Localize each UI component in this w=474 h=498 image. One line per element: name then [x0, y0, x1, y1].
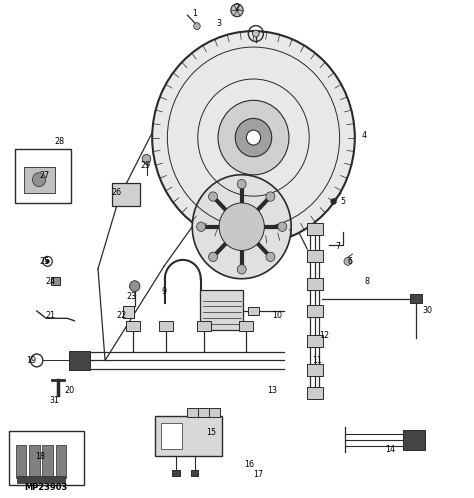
Circle shape — [331, 199, 337, 205]
FancyBboxPatch shape — [402, 430, 425, 450]
FancyBboxPatch shape — [191, 471, 198, 476]
Text: 10: 10 — [272, 311, 282, 320]
Text: 14: 14 — [385, 445, 395, 454]
FancyBboxPatch shape — [248, 307, 259, 315]
Text: 19: 19 — [26, 356, 36, 365]
Text: 29: 29 — [140, 161, 150, 170]
Circle shape — [209, 252, 218, 261]
Circle shape — [197, 222, 206, 232]
Text: 23: 23 — [126, 291, 136, 301]
Circle shape — [194, 23, 200, 29]
Text: 21: 21 — [46, 311, 56, 320]
Text: 18: 18 — [36, 452, 46, 461]
Text: 5: 5 — [340, 197, 346, 207]
FancyBboxPatch shape — [410, 293, 422, 303]
FancyBboxPatch shape — [307, 305, 323, 317]
Circle shape — [237, 264, 246, 274]
Circle shape — [266, 192, 275, 201]
Circle shape — [237, 179, 246, 189]
Text: 20: 20 — [64, 385, 75, 394]
Text: 24: 24 — [46, 277, 56, 286]
Circle shape — [278, 222, 287, 232]
Circle shape — [246, 130, 261, 145]
FancyBboxPatch shape — [69, 351, 90, 371]
FancyBboxPatch shape — [126, 321, 140, 331]
FancyBboxPatch shape — [16, 445, 27, 478]
Text: 11: 11 — [312, 356, 322, 365]
FancyBboxPatch shape — [307, 278, 323, 290]
Text: 9: 9 — [162, 286, 166, 296]
FancyBboxPatch shape — [307, 365, 323, 376]
FancyBboxPatch shape — [155, 416, 222, 456]
Text: MP23903: MP23903 — [25, 483, 68, 492]
Text: 28: 28 — [55, 136, 64, 145]
Circle shape — [209, 192, 218, 201]
Text: 16: 16 — [244, 460, 254, 469]
FancyBboxPatch shape — [172, 471, 180, 476]
Text: 1: 1 — [192, 9, 197, 18]
Text: 2: 2 — [235, 3, 239, 12]
FancyBboxPatch shape — [18, 476, 65, 483]
Circle shape — [142, 154, 151, 163]
Circle shape — [253, 30, 259, 37]
FancyBboxPatch shape — [24, 167, 55, 193]
Text: 3: 3 — [217, 19, 221, 28]
FancyBboxPatch shape — [112, 183, 140, 206]
Text: 31: 31 — [50, 395, 60, 404]
Circle shape — [344, 257, 352, 265]
FancyBboxPatch shape — [123, 306, 134, 318]
Circle shape — [192, 175, 291, 279]
FancyBboxPatch shape — [29, 445, 39, 478]
FancyBboxPatch shape — [209, 408, 220, 417]
Text: 26: 26 — [112, 188, 122, 197]
FancyBboxPatch shape — [159, 321, 173, 331]
Circle shape — [218, 100, 289, 175]
Text: 25: 25 — [40, 257, 50, 266]
FancyBboxPatch shape — [161, 423, 182, 449]
Text: 13: 13 — [267, 385, 277, 394]
FancyBboxPatch shape — [239, 321, 254, 331]
FancyBboxPatch shape — [197, 321, 211, 331]
FancyBboxPatch shape — [307, 223, 323, 235]
Text: 4: 4 — [362, 130, 367, 139]
FancyBboxPatch shape — [198, 408, 210, 417]
Text: 17: 17 — [253, 470, 263, 479]
Text: 12: 12 — [319, 331, 329, 340]
Text: 30: 30 — [423, 306, 433, 315]
FancyBboxPatch shape — [42, 445, 53, 478]
FancyBboxPatch shape — [307, 335, 323, 347]
Circle shape — [152, 31, 355, 244]
FancyBboxPatch shape — [307, 386, 323, 398]
FancyBboxPatch shape — [9, 431, 84, 485]
Text: 27: 27 — [40, 171, 50, 180]
Circle shape — [219, 203, 264, 250]
FancyBboxPatch shape — [15, 149, 71, 203]
Circle shape — [33, 173, 46, 187]
Circle shape — [235, 119, 272, 157]
FancyBboxPatch shape — [51, 277, 60, 285]
Text: 6: 6 — [347, 257, 353, 266]
Circle shape — [46, 259, 49, 263]
Text: 7: 7 — [336, 242, 341, 251]
FancyBboxPatch shape — [307, 250, 323, 262]
FancyBboxPatch shape — [200, 290, 243, 330]
FancyBboxPatch shape — [187, 408, 198, 417]
Circle shape — [231, 4, 243, 17]
Circle shape — [266, 252, 275, 261]
Text: 8: 8 — [364, 277, 369, 286]
FancyBboxPatch shape — [55, 445, 66, 478]
Text: 22: 22 — [117, 311, 127, 320]
Circle shape — [129, 281, 140, 292]
Text: 15: 15 — [206, 428, 216, 437]
